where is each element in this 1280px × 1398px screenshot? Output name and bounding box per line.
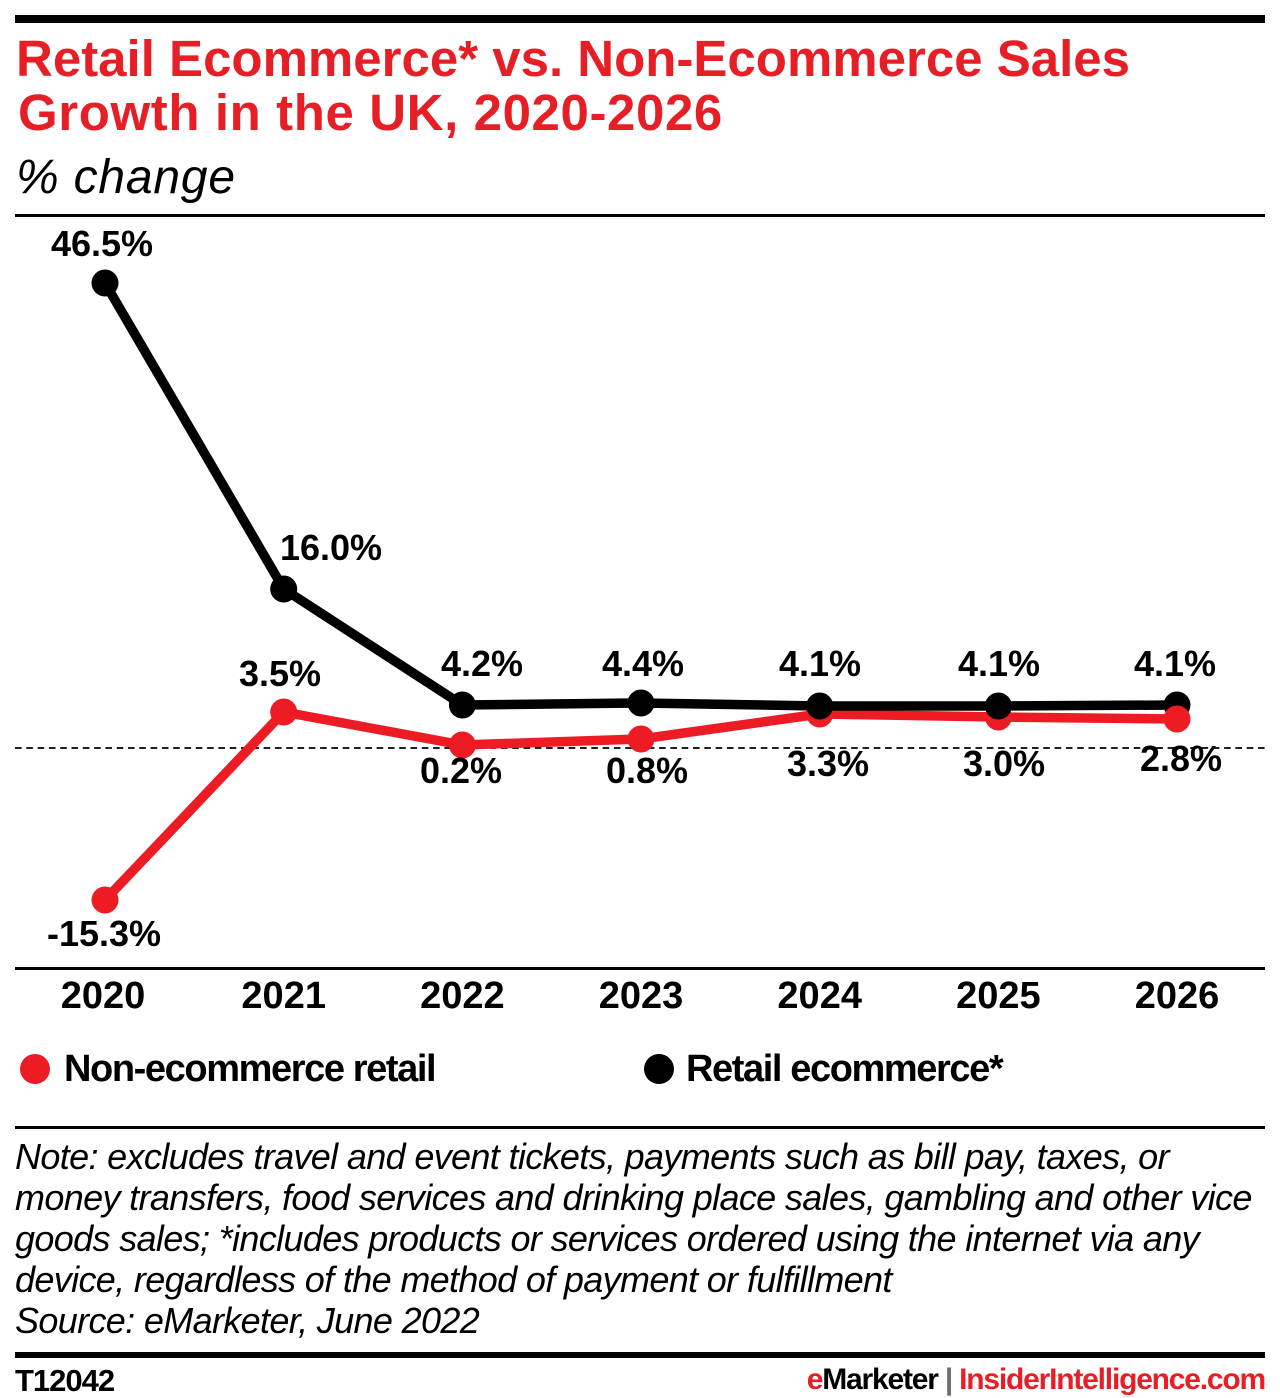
svg-text:46.5%: 46.5% (51, 223, 153, 264)
svg-text:2022: 2022 (420, 975, 505, 1017)
svg-text:16.0%: 16.0% (280, 527, 382, 568)
svg-text:3.5%: 3.5% (239, 653, 321, 694)
svg-text:0.8%: 0.8% (606, 750, 688, 791)
svg-text:2026: 2026 (1135, 975, 1220, 1017)
svg-text:2021: 2021 (241, 975, 326, 1017)
svg-text:0.2%: 0.2% (420, 750, 502, 791)
svg-text:2025: 2025 (956, 975, 1041, 1017)
svg-text:4.2%: 4.2% (441, 643, 523, 684)
svg-text:-15.3%: -15.3% (47, 913, 161, 954)
svg-text:4.1%: 4.1% (779, 643, 861, 684)
svg-text:3.0%: 3.0% (963, 743, 1045, 784)
svg-text:2.8%: 2.8% (1140, 738, 1222, 779)
svg-text:4.1%: 4.1% (1134, 643, 1216, 684)
svg-text:4.4%: 4.4% (602, 643, 684, 684)
svg-text:2023: 2023 (599, 975, 684, 1017)
svg-text:2024: 2024 (777, 975, 862, 1017)
svg-text:3.3%: 3.3% (787, 743, 869, 784)
svg-text:4.1%: 4.1% (958, 643, 1040, 684)
svg-text:2020: 2020 (61, 975, 146, 1017)
